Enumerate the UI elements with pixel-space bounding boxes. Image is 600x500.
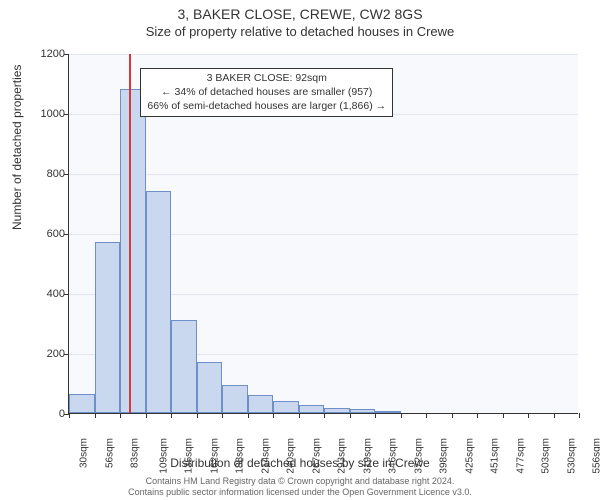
y-tick-label: 800 (15, 168, 65, 180)
y-tick-label: 0 (15, 408, 65, 420)
info-line-3: 66% of semi-detached houses are larger (… (147, 100, 386, 114)
histogram-bar (248, 395, 274, 413)
x-axis-title: Distribution of detached houses by size … (0, 456, 600, 470)
footer-line-1: Contains HM Land Registry data © Crown c… (0, 476, 600, 487)
histogram-bar (375, 411, 401, 413)
histogram-bar (146, 191, 172, 413)
plot-area: 3 BAKER CLOSE: 92sqm ← 34% of detached h… (68, 54, 578, 414)
x-tick (222, 413, 223, 418)
x-tick (95, 413, 96, 418)
x-tick (69, 413, 70, 418)
x-tick (248, 413, 249, 418)
info-line-1: 3 BAKER CLOSE: 92sqm (147, 72, 386, 86)
x-tick (401, 413, 402, 418)
x-tick (146, 413, 147, 418)
x-tick (324, 413, 325, 418)
histogram-bar (171, 320, 197, 413)
x-tick (299, 413, 300, 418)
x-tick (375, 413, 376, 418)
x-tick (426, 413, 427, 418)
x-tick (452, 413, 453, 418)
x-tick (171, 413, 172, 418)
x-tick (528, 413, 529, 418)
y-tick-label: 600 (15, 228, 65, 240)
y-tick-label: 1000 (15, 108, 65, 120)
x-tick (273, 413, 274, 418)
info-box: 3 BAKER CLOSE: 92sqm ← 34% of detached h… (140, 68, 393, 117)
y-tick-label: 1200 (15, 48, 65, 60)
chart-container: 3, BAKER CLOSE, CREWE, CW2 8GS Size of p… (0, 0, 600, 500)
y-tick-label: 400 (15, 288, 65, 300)
histogram-bar (95, 242, 121, 413)
y-axis-title: Number of detached properties (10, 65, 24, 230)
x-tick (554, 413, 555, 418)
histogram-bar (197, 362, 223, 413)
x-tick (120, 413, 121, 418)
x-tick (197, 413, 198, 418)
gridline (69, 54, 578, 55)
title-sub: Size of property relative to detached ho… (0, 24, 600, 39)
histogram-bar (222, 385, 248, 414)
x-tick (503, 413, 504, 418)
y-tick-label: 200 (15, 348, 65, 360)
x-tick (350, 413, 351, 418)
footer-line-2: Contains public sector information licen… (0, 487, 600, 498)
histogram-bar (299, 405, 325, 413)
histogram-bar (120, 89, 146, 413)
x-tick (579, 413, 580, 418)
footer: Contains HM Land Registry data © Crown c… (0, 476, 600, 498)
histogram-bar (69, 394, 95, 414)
title-main: 3, BAKER CLOSE, CREWE, CW2 8GS (0, 0, 600, 22)
histogram-bar (350, 409, 376, 413)
histogram-bar (273, 401, 299, 413)
property-marker-line (129, 54, 131, 413)
info-line-2: ← 34% of detached houses are smaller (95… (147, 86, 386, 100)
x-tick (477, 413, 478, 418)
histogram-bar (324, 408, 350, 413)
